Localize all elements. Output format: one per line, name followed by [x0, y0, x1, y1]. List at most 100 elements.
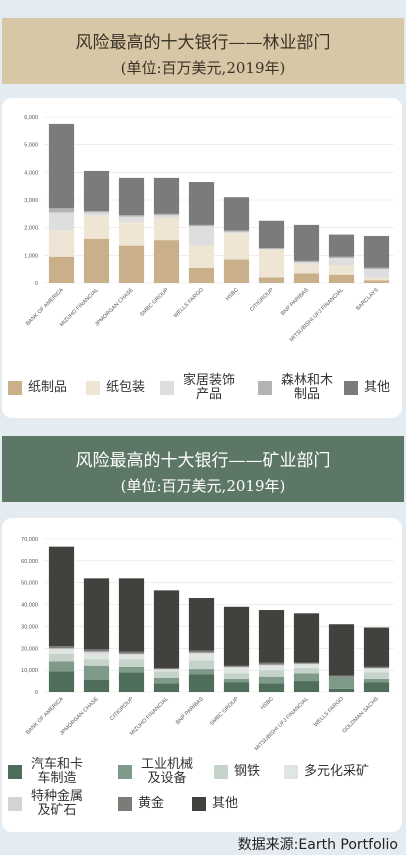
- bar-segment: [293, 273, 320, 283]
- bar-segment: [293, 681, 320, 692]
- bar-segment: [83, 212, 110, 216]
- bar-segment: [118, 216, 145, 223]
- bar-segment: [48, 646, 75, 649]
- chart-panel: 0 1,000 2,000 3,000 4,000 5,000 6,000 BANK OF A…: [2, 98, 402, 418]
- chart-subtitle: (单位:百万美元,2019年): [120, 59, 286, 77]
- legend: 汽车和卡车制造 工业机械及设备 钢铁 多元化采矿 特种金属及矿石 黄金 其他: [8, 758, 402, 822]
- x-tick-label: WELLS FARGO: [313, 696, 346, 729]
- legend-label: 钢铁: [234, 764, 261, 779]
- bar-segment: [258, 249, 285, 278]
- chart: 0 10,000 20,000 30,000 40,000 50,000 60,000 70,…: [21, 537, 394, 752]
- bar-segment: [48, 546, 75, 647]
- bar-segment: [153, 677, 180, 684]
- legend-item: 其他: [344, 381, 394, 395]
- header: 风险最高的十大银行——林业部门 (单位:百万美元,2019年): [2, 18, 404, 84]
- bar-segment: [293, 224, 320, 261]
- y-tick-label: 1,000: [24, 253, 38, 259]
- bar-segment: [258, 683, 285, 692]
- y-tick-label: 20,000: [21, 646, 38, 652]
- legend-swatch: [214, 765, 228, 779]
- bar-segment: [293, 663, 320, 665]
- x-tick-label: BANK OF AMERICA: [25, 696, 65, 736]
- bar-segment: [363, 235, 390, 268]
- bar-segment: [153, 671, 180, 678]
- bar-segment: [258, 665, 285, 671]
- bar-segment: [188, 267, 215, 283]
- legend-swatch: [258, 381, 272, 395]
- bar-segment: [48, 123, 75, 209]
- bar-segment: [328, 676, 355, 689]
- bar-segment: [293, 263, 320, 274]
- legend-swatch: [118, 765, 132, 779]
- bar-segment: [48, 649, 75, 654]
- bar-segment: [188, 674, 215, 692]
- x-tick-label: CITIGROUP: [249, 287, 275, 313]
- bar-segment: [293, 662, 320, 664]
- x-tick-label: MIZUHO FINANCIAL: [129, 696, 170, 737]
- bar-segment: [328, 265, 355, 275]
- legend: 纸制品 纸包装 家居装饰产品 森林和木制品 其他: [8, 374, 402, 406]
- bar-segment: [223, 667, 250, 674]
- chart: 0 1,000 2,000 3,000 4,000 5,000 6,000 BANK OF A…: [24, 115, 394, 343]
- x-tick-label: WELLS FARGO: [173, 287, 206, 320]
- bar-segment: [48, 648, 75, 650]
- x-tick-label: JPMORGAN CHASE: [94, 287, 135, 328]
- bar-segment: [258, 676, 285, 684]
- y-tick-label: 60,000: [21, 559, 38, 565]
- bar-segment: [363, 267, 390, 270]
- y-tick-label: 40,000: [21, 603, 38, 609]
- legend-item: 森林和木制品: [258, 374, 344, 402]
- bar-segment: [118, 651, 145, 654]
- legend-label: 汽车和卡车制造: [30, 757, 83, 786]
- bar-segment: [223, 682, 250, 692]
- legend-item: 纸制品: [8, 381, 86, 395]
- bar-segment: [118, 653, 145, 655]
- bar-segment: [188, 652, 215, 654]
- bar-segment: [153, 683, 180, 692]
- bar-segment: [153, 217, 180, 241]
- legend-label: 纸包装: [106, 380, 146, 395]
- bar-segment: [48, 208, 75, 213]
- bar-segment: [328, 624, 355, 676]
- bar-segment: [223, 673, 250, 679]
- y-tick-label: 0: [35, 281, 38, 287]
- bar-segment: [293, 664, 320, 668]
- bar-segment: [223, 259, 250, 283]
- legend-swatch: [8, 381, 22, 395]
- bar-segment: [363, 667, 390, 670]
- bar-segment: [83, 211, 110, 213]
- bar-segment: [223, 197, 250, 231]
- bar-segment: [48, 256, 75, 283]
- legend-label: 多元化采矿: [304, 764, 370, 779]
- legend-swatch: [8, 765, 22, 779]
- chart-subtitle: (单位:百万美元,2019年): [120, 477, 286, 495]
- chart-panel: 0 10,000 20,000 30,000 40,000 50,000 60,000 70,…: [2, 518, 402, 832]
- legend-item: 纸包装: [86, 381, 160, 395]
- bar-segment: [118, 654, 145, 660]
- legend-swatch: [118, 797, 132, 811]
- bar-segment: [363, 277, 390, 281]
- bar-segment: [188, 650, 215, 653]
- bar-segment: [328, 234, 355, 257]
- legend-item: 黄金: [118, 797, 192, 811]
- bar-segment: [83, 238, 110, 283]
- bar-segment: [188, 653, 215, 661]
- legend-item: 汽车和卡车制造: [8, 758, 118, 786]
- legend-swatch: [192, 797, 206, 811]
- bar-segment: [48, 653, 75, 662]
- bar-segment: [258, 662, 285, 665]
- legend-label: 其他: [212, 796, 239, 811]
- bar-segment: [363, 666, 390, 668]
- bar-segment: [223, 230, 250, 232]
- x-tick-label: SMBC GROUP: [139, 287, 170, 318]
- bar-segment: [363, 672, 390, 679]
- bar-segment: [328, 258, 355, 266]
- bar-segment: [83, 653, 110, 660]
- bar-segment: [83, 170, 110, 212]
- y-tick-label: 4,000: [24, 170, 38, 176]
- legend-item: 钢铁: [214, 765, 284, 779]
- x-tick-label: SMBC GROUP: [209, 696, 240, 727]
- bar-segment: [223, 606, 250, 666]
- y-tick-label: 3,000: [24, 198, 38, 204]
